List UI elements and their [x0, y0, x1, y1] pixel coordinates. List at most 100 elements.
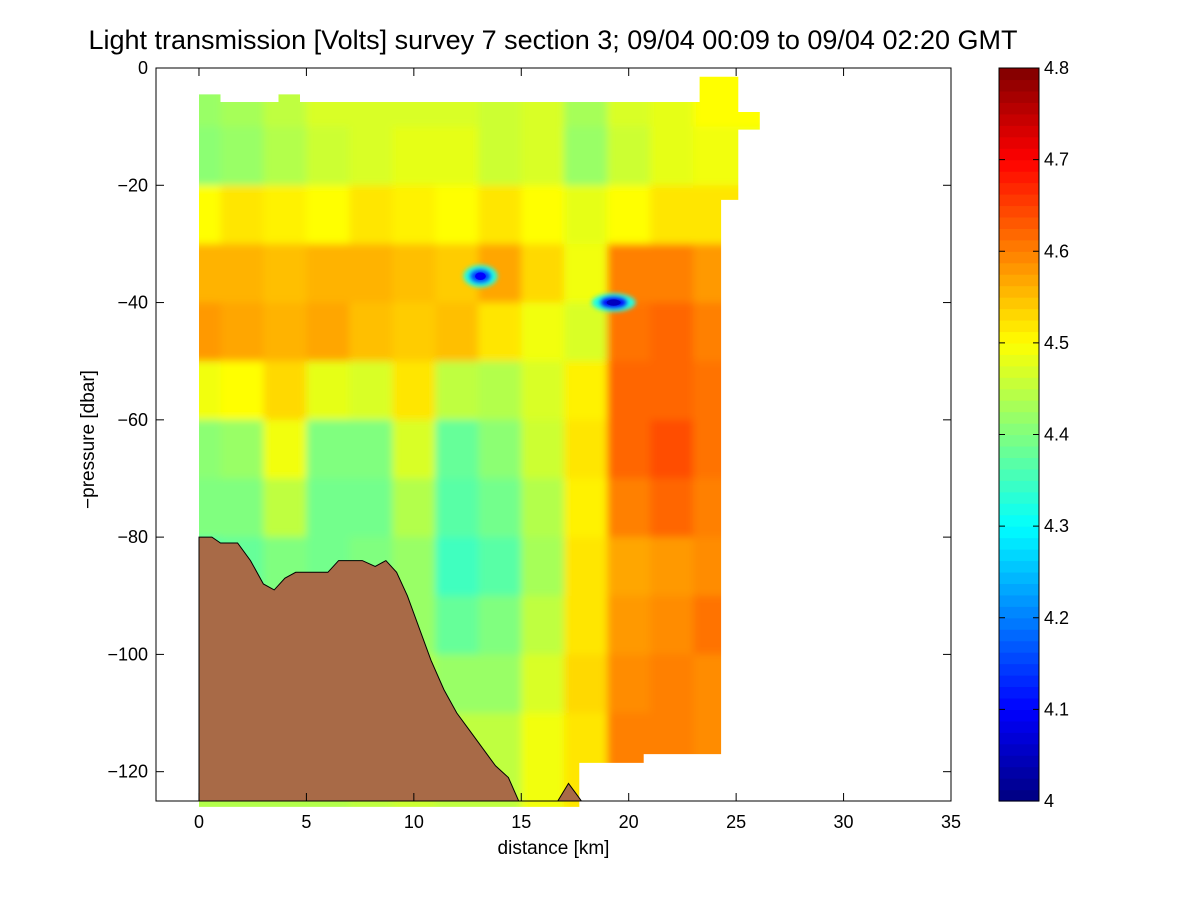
field-cell: [564, 185, 608, 245]
colorbar-band: [999, 216, 1039, 229]
field-cell: [478, 126, 522, 186]
colorbar-band: [999, 319, 1039, 333]
field-cell: [435, 185, 479, 245]
field-cell: [220, 243, 264, 303]
colorbar-band: [999, 136, 1039, 149]
field-cell: [650, 302, 694, 362]
colorbar-band: [999, 400, 1039, 413]
colorbar-band: [999, 125, 1039, 138]
colorbar-band: [999, 171, 1039, 184]
x-tick-label: 0: [194, 812, 204, 832]
colorbar-band: [999, 652, 1039, 665]
colorbar-band: [999, 675, 1039, 688]
colorbar-tick-label: 4.2: [1044, 608, 1069, 628]
colorbar-band: [999, 663, 1039, 676]
field-cell: [349, 361, 393, 421]
colorbar-band: [999, 182, 1039, 195]
colorbar-band: [999, 537, 1039, 550]
colorbar-band: [999, 251, 1039, 264]
colorbar-band: [999, 503, 1039, 516]
field-cell: [650, 537, 694, 597]
colorbar-band: [999, 755, 1039, 768]
field-cell: [263, 419, 307, 479]
field-cell: [650, 595, 694, 655]
x-tick-label: 25: [726, 812, 746, 832]
colorbar-tick-label: 4.8: [1044, 58, 1069, 78]
colorbar-tick-label: 4.6: [1044, 241, 1069, 261]
colorbar-band: [999, 285, 1039, 298]
field-cell: [478, 654, 522, 714]
colorbar-band: [999, 297, 1039, 310]
field-cell: [607, 243, 651, 303]
field-cell: [564, 478, 608, 538]
field-cell: [306, 126, 350, 186]
low-transmission-core: [475, 272, 486, 281]
colorbar-band: [999, 308, 1039, 321]
field-cell: [349, 185, 393, 245]
field-cell: [220, 126, 264, 186]
field-cell: [435, 537, 479, 597]
colorbar-band: [999, 549, 1039, 562]
field-cell: [199, 243, 221, 303]
field-cell: [199, 126, 221, 186]
colorbar-tick-label: 4.1: [1044, 699, 1069, 719]
colorbar-band: [999, 331, 1039, 344]
field-cell: [564, 419, 608, 479]
colorbar-tick-label: 4.7: [1044, 150, 1069, 170]
colorbar-band: [999, 480, 1039, 493]
field-cell: [564, 595, 608, 655]
colorbar-band: [999, 526, 1039, 539]
field-cell: [650, 419, 694, 479]
field-cell: [220, 302, 264, 362]
x-tick-label: 10: [404, 812, 424, 832]
colorbar-band: [999, 571, 1039, 584]
field-cell: [435, 595, 479, 655]
colorbar-band: [999, 514, 1039, 527]
field-cell: [199, 302, 221, 362]
field-cell: [220, 361, 264, 421]
chart-title: Light transmission [Volts] survey 7 sect…: [88, 25, 1017, 55]
field-cell: [521, 595, 565, 655]
field-cell: [392, 126, 436, 186]
colorbar-band: [999, 789, 1039, 802]
field-cell: [521, 713, 565, 807]
field-cell: [521, 419, 565, 479]
field-cell: [650, 243, 694, 303]
field-cell: [607, 478, 651, 538]
field-cell: [435, 126, 479, 186]
field-cell: [650, 185, 694, 245]
colorbar-tick-label: 4.5: [1044, 333, 1069, 353]
colorbar-band: [999, 606, 1039, 619]
colorbar-band: [999, 594, 1039, 607]
colorbar-band: [999, 148, 1039, 161]
colorbar-band: [999, 68, 1039, 81]
field-cell: [349, 478, 393, 538]
field-cell: [650, 654, 694, 714]
colorbar-band: [999, 491, 1039, 504]
y-tick-label: 0: [138, 58, 148, 78]
field-cell: [392, 478, 436, 538]
y-tick-label: −40: [117, 293, 148, 313]
colorbar-band: [999, 102, 1039, 115]
colorbar-band: [999, 732, 1039, 745]
field-cell: [306, 243, 350, 303]
field-cell: [435, 419, 479, 479]
colorbar-band: [999, 629, 1039, 642]
field-cell: [650, 478, 694, 538]
field-cell: [392, 361, 436, 421]
y-tick-label: −60: [117, 410, 148, 430]
y-tick-label: −120: [107, 762, 148, 782]
colorbar-band: [999, 720, 1039, 733]
colorbar-band: [999, 365, 1039, 378]
field-cell: [607, 419, 651, 479]
field-cell: [306, 419, 350, 479]
colorbar-band: [999, 445, 1039, 458]
field-cell: [306, 302, 350, 362]
field-cell: [199, 419, 221, 479]
field-cell: [263, 361, 307, 421]
field-cell: [650, 126, 694, 186]
colorbar-band: [999, 411, 1039, 424]
x-axis-label: distance [km]: [498, 838, 610, 859]
field-cell: [607, 302, 651, 362]
colorbar-band: [999, 262, 1039, 275]
